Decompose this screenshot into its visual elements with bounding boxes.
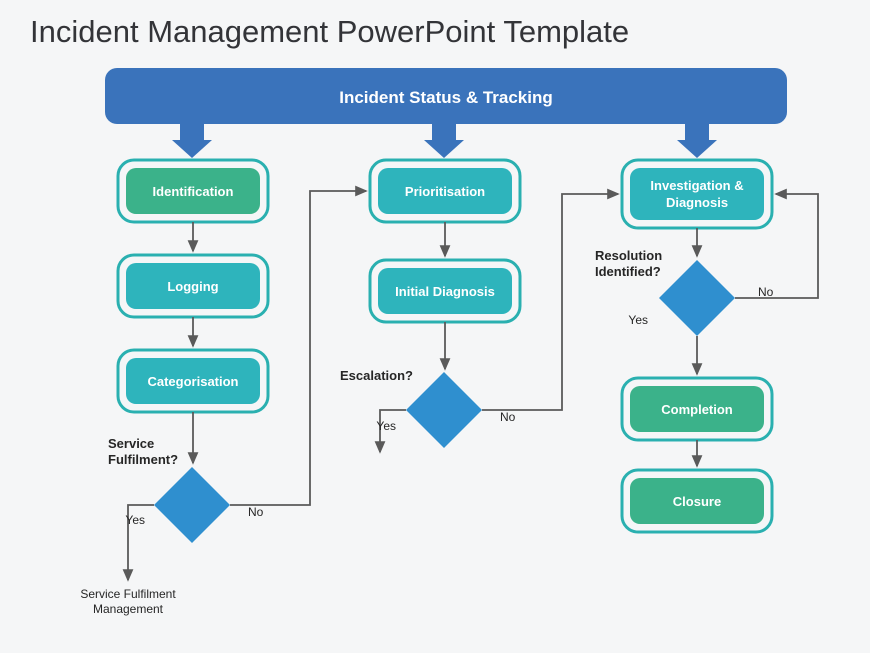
box-prioritisation: Prioritisation xyxy=(370,160,520,222)
question-escalation: Escalation? xyxy=(340,368,413,383)
box-logging-label: Logging xyxy=(167,279,218,294)
label-no-resolution: No xyxy=(758,285,774,299)
box-initial-diagnosis-label: Initial Diagnosis xyxy=(395,284,495,299)
box-logging: Logging xyxy=(118,255,268,317)
box-identification: Identification xyxy=(118,160,268,222)
diamond-service xyxy=(154,467,230,543)
box-initial-diagnosis: Initial Diagnosis xyxy=(370,260,520,322)
banner: Incident Status & Tracking xyxy=(105,68,787,124)
banner-label: Incident Status & Tracking xyxy=(339,88,553,107)
banner-arrow-2 xyxy=(424,124,464,158)
label-no-service: No xyxy=(248,505,264,519)
box-identification-label: Identification xyxy=(153,184,234,199)
box-investigation-label1: Investigation & xyxy=(650,178,743,193)
box-closure-label: Closure xyxy=(673,494,721,509)
label-yes-escalation: Yes xyxy=(376,419,396,433)
diamond-resolution xyxy=(659,260,735,336)
box-categorisation-label: Categorisation xyxy=(147,374,238,389)
end-label-line2: Management xyxy=(93,602,164,616)
box-completion-label: Completion xyxy=(661,402,733,417)
label-yes-service: Yes xyxy=(125,513,145,527)
question-service-line1: Service xyxy=(108,436,154,451)
label-no-escalation: No xyxy=(500,410,516,424)
banner-arrow-3 xyxy=(677,124,717,158)
question-service-line2: Fulfilment? xyxy=(108,452,178,467)
end-label-line1: Service Fulfilment xyxy=(80,587,176,601)
flowchart-canvas: Incident Status & Tracking Identificatio… xyxy=(0,0,870,653)
box-prioritisation-label: Prioritisation xyxy=(405,184,485,199)
box-closure: Closure xyxy=(622,470,772,532)
box-completion: Completion xyxy=(622,378,772,440)
box-investigation: Investigation & Diagnosis xyxy=(622,160,772,228)
banner-arrow-1 xyxy=(172,124,212,158)
box-investigation-label2: Diagnosis xyxy=(666,195,728,210)
label-yes-resolution: Yes xyxy=(628,313,648,327)
arrow-no-service xyxy=(230,191,366,505)
diamond-escalation xyxy=(406,372,482,448)
box-categorisation: Categorisation xyxy=(118,350,268,412)
question-resolution-line2: Identified? xyxy=(595,264,661,279)
question-resolution-line1: Resolution xyxy=(595,248,662,263)
